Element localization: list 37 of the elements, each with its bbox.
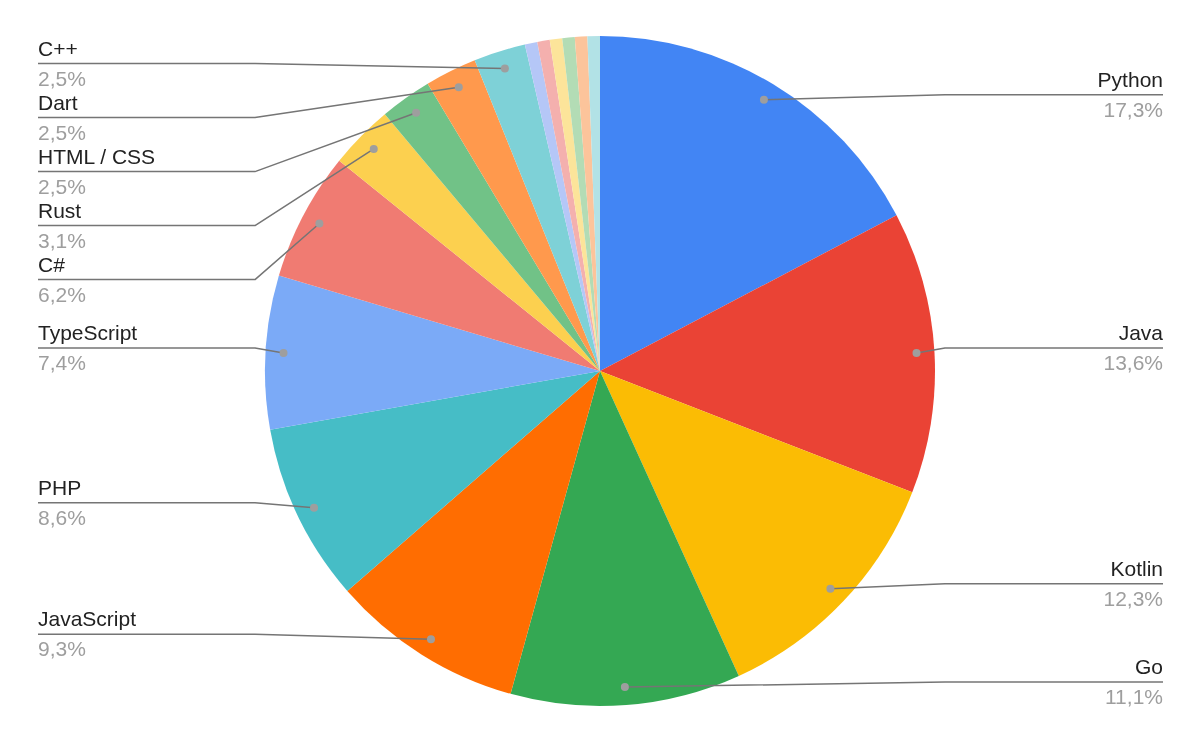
slice-label: C++ [38, 36, 78, 60]
slice-label: Rust [38, 198, 82, 222]
slice-label: TypeScript [38, 321, 138, 345]
pie-slice [278, 160, 600, 371]
pie-slice [384, 83, 600, 371]
pie-slice [600, 36, 897, 371]
data-label: 11,1% [1105, 685, 1163, 709]
slice-label: HTML / CSS [38, 144, 156, 168]
data-label: 2,5% [38, 174, 86, 198]
pie-slice [549, 38, 600, 371]
data-label: 7,4% [38, 351, 86, 375]
pie-slice [510, 371, 739, 706]
slice-label: Java [1118, 321, 1164, 345]
data-label: 3,1% [38, 228, 86, 252]
slice-label: C# [38, 252, 66, 276]
data-label: 8,6% [38, 505, 86, 529]
data-label: 6,2% [38, 282, 86, 306]
slice-label: Kotlin [1110, 556, 1163, 580]
data-label: 13,6% [1103, 351, 1163, 375]
pie-slice [600, 215, 935, 493]
pie-slice [270, 371, 600, 591]
slice-label: JavaScript [38, 607, 137, 631]
pie-slice [339, 114, 600, 371]
data-label: 12,3% [1103, 586, 1163, 610]
slice-label: Go [1134, 655, 1163, 679]
data-label: 2,5% [38, 66, 86, 90]
pie-slice [427, 60, 600, 371]
data-label: 2,5% [38, 120, 86, 144]
data-label: 9,3% [38, 637, 86, 661]
pie-slice [600, 371, 913, 676]
data-label: 17,3% [1103, 97, 1163, 121]
slice-label: PHP [38, 475, 82, 499]
pie-slice [347, 371, 600, 694]
slice-label: Dart [38, 90, 78, 114]
pie-slice [265, 275, 600, 430]
slice-label: Python [1097, 67, 1163, 91]
pie-slice [474, 44, 600, 371]
